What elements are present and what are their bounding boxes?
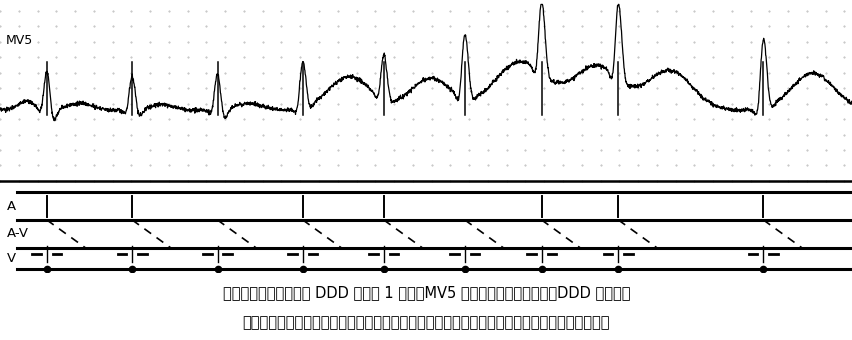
Text: 伴不同程度的室性融合波，心房起搏功能及感知功能障碍，提示心房电极脱位（后被临床证实）: 伴不同程度的室性融合波，心房起搏功能及感知功能障碍，提示心房电极脱位（后被临床证… xyxy=(243,316,609,330)
Text: A-V: A-V xyxy=(7,227,29,240)
Text: 病窦综合征患者，植入 DDD 起搏器 1 年余。MV5 导联显示窦性心动过缓，DDD 起搏心律: 病窦综合征患者，植入 DDD 起搏器 1 年余。MV5 导联显示窦性心动过缓，D… xyxy=(222,285,630,300)
Text: V: V xyxy=(7,252,16,265)
Text: A: A xyxy=(7,200,16,212)
Text: MV5: MV5 xyxy=(6,34,33,47)
